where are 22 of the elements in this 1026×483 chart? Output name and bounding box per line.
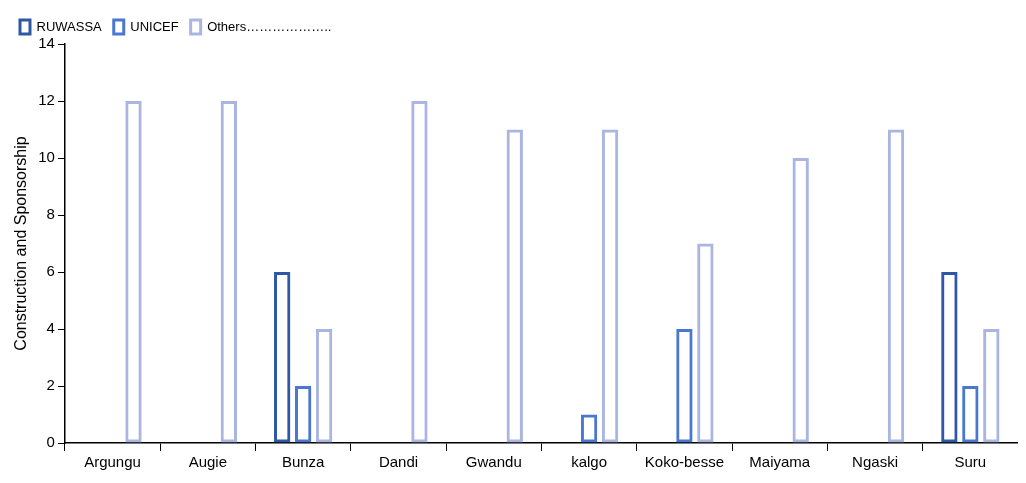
legend-label: RUWASSA: [36, 18, 103, 34]
x-tick-label: Dandi: [378, 453, 419, 471]
x-tick-label: Bunza: [281, 453, 326, 471]
x-tick-label: Koko-besse: [644, 453, 725, 471]
x-tick-label: Argungu: [84, 453, 141, 471]
x-tick-label: Suru: [954, 453, 987, 471]
x-tick-label: Ngaski: [852, 453, 898, 471]
y-axis-title: Construction and Sponsorship: [12, 136, 30, 351]
y-tick-label: 8: [46, 205, 55, 223]
y-tick-label: 6: [46, 262, 55, 280]
y-tick-label: 10: [38, 148, 55, 166]
legend-label: Others………………..: [207, 18, 332, 34]
x-tick-label: Maiyama: [749, 453, 811, 471]
legend-label: UNICEF: [130, 18, 179, 34]
x-tick-label: Gwandu: [465, 453, 522, 471]
y-tick-label: 0: [46, 433, 55, 451]
y-tick-label: 2: [46, 376, 55, 394]
y-tick-label: 14: [38, 34, 55, 52]
x-tick-label: kalgo: [571, 453, 608, 471]
x-tick-label: Augie: [188, 453, 228, 471]
y-tick-label: 4: [46, 319, 55, 337]
y-tick-label: 12: [38, 91, 55, 109]
